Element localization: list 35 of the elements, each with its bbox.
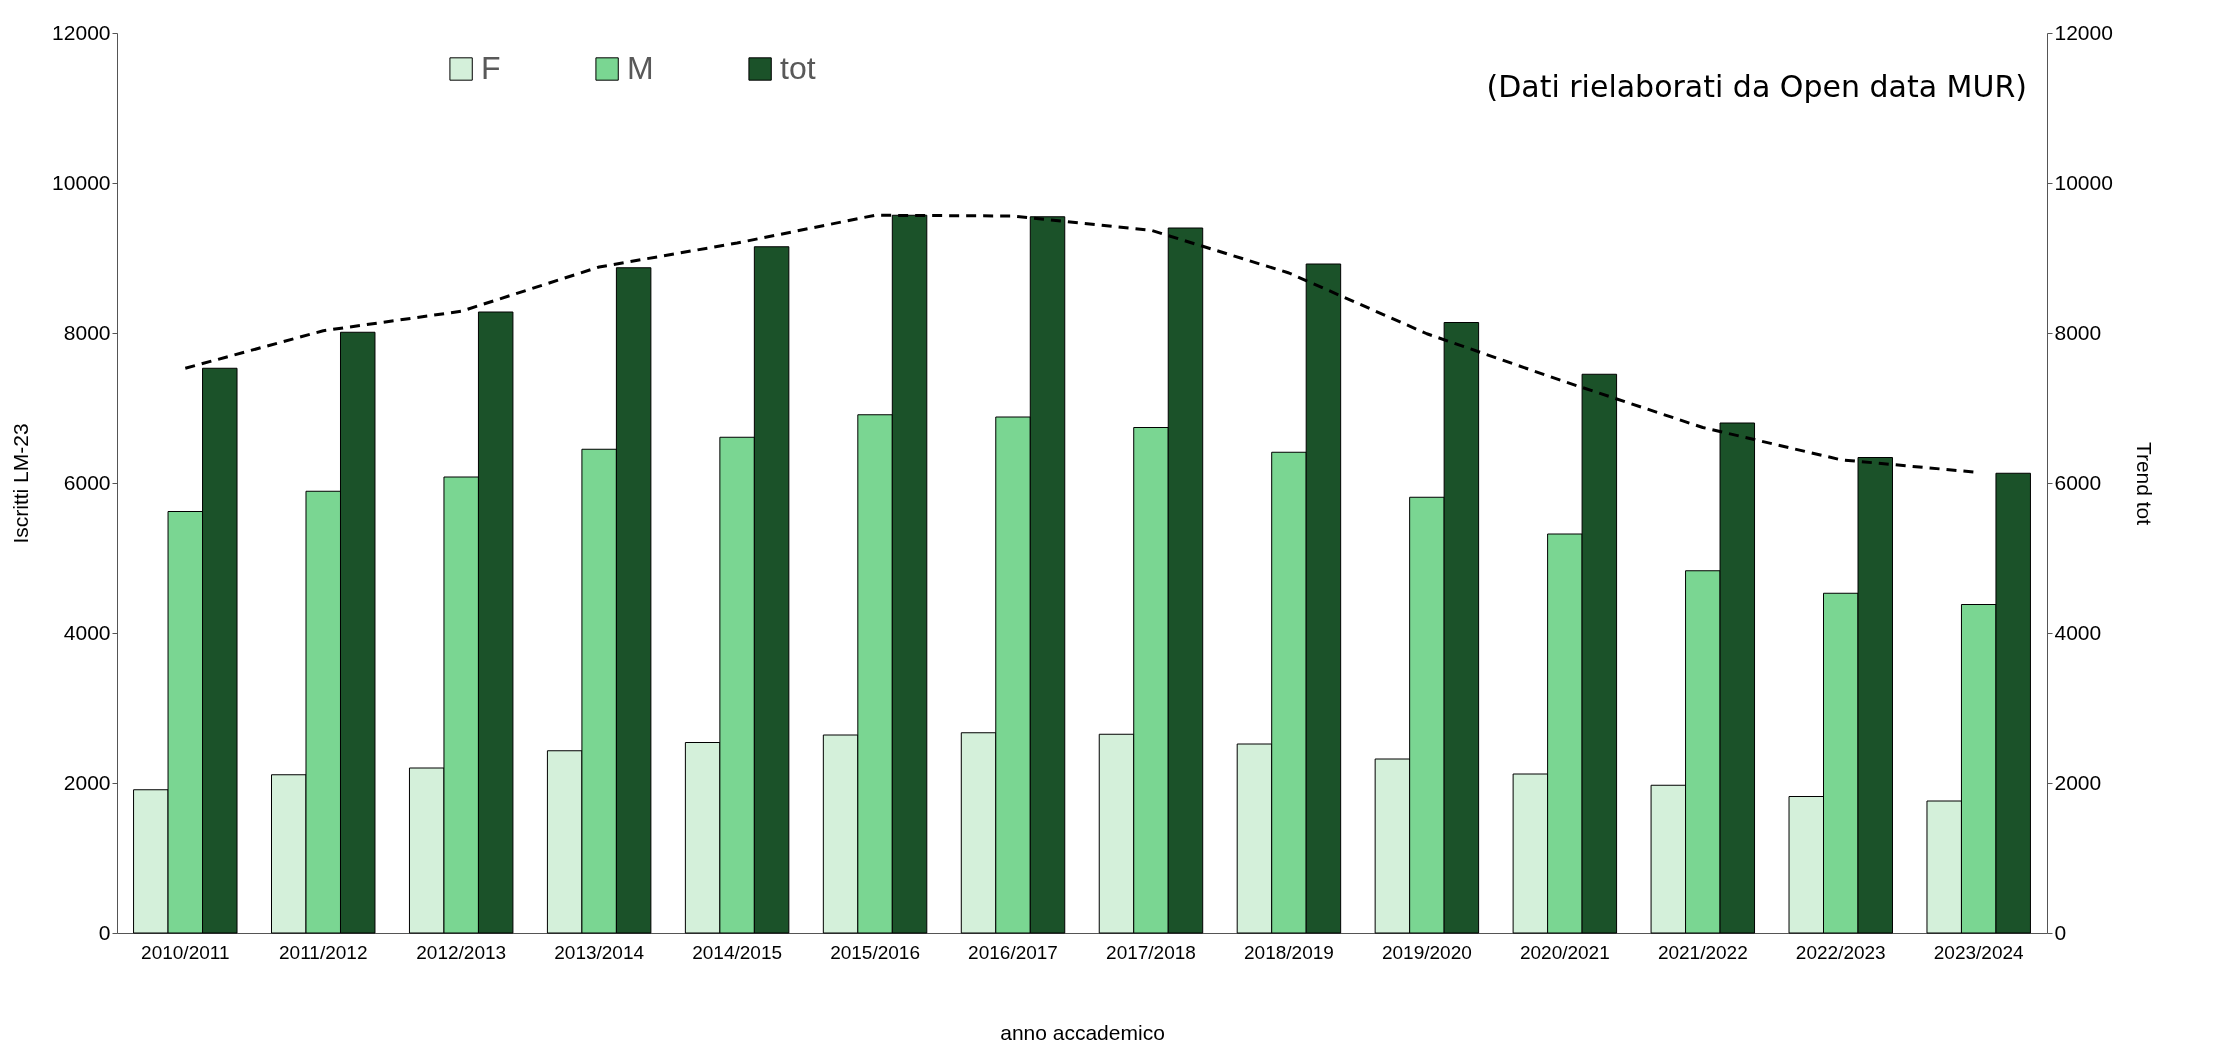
x-tick-label: 2018/2019: [1244, 941, 1334, 963]
x-axis-title: anno accademico: [1000, 1020, 1165, 1044]
y-tick-label: 4000: [63, 620, 111, 644]
y2-tick-label: 12000: [2054, 20, 2113, 44]
x-tick-label: 2011/2012: [279, 941, 368, 963]
y-tick-label: 10000: [52, 170, 111, 194]
y2-tick-label: 4000: [2054, 620, 2102, 644]
x-tick-label: 2014/2015: [692, 941, 783, 963]
x-tick-label: 2012/2013: [416, 941, 507, 963]
y-tick-label: 12000: [52, 20, 111, 44]
legend-label: F: [481, 50, 501, 86]
legend-label: M: [627, 50, 654, 86]
y2-tick-label: 6000: [2054, 470, 2102, 494]
y2-axis-title: Trend tot: [2132, 441, 2156, 526]
y-axis-title: Iscritti LM-23: [9, 423, 33, 544]
y2-tick-label: 0: [2054, 920, 2067, 944]
y-tick-label: 2000: [63, 770, 111, 794]
x-tick-label: 2016/2017: [968, 941, 1058, 963]
x-tick-label: 2019/2020: [1381, 941, 1472, 963]
y-tick-label: 6000: [63, 470, 111, 494]
y2-tick-label: 8000: [2054, 320, 2102, 344]
annotation: (Dati rielaborati da Open data MUR): [1486, 69, 2027, 104]
y-tick-label: 8000: [63, 320, 111, 344]
x-tick-label: 2022/2023: [1795, 941, 1886, 963]
x-tick-label: 2021/2022: [1657, 941, 1748, 963]
y-tick-label: 0: [98, 920, 111, 944]
x-tick-label: 2017/2018: [1106, 941, 1196, 963]
x-tick-label: 2013/2014: [554, 941, 645, 963]
legend-label: tot: [780, 50, 816, 86]
y2-tick-label: 10000: [2054, 170, 2113, 194]
x-tick-label: 2010/2011: [141, 941, 230, 963]
x-tick-label: 2015/2016: [830, 941, 920, 963]
x-tick-label: 2020/2021: [1519, 941, 1610, 963]
y2-tick-label: 2000: [2054, 770, 2102, 794]
x-tick-label: 2023/2024: [1933, 941, 2025, 963]
